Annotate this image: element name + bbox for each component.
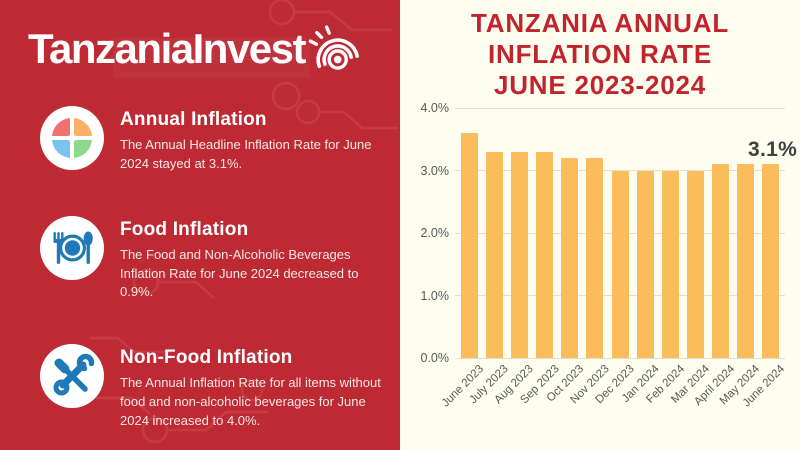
info-item-food-inflation: Food Inflation The Food and Non-Alcoholi…	[40, 215, 385, 303]
left-panel: TanzaniaInvest	[0, 0, 400, 450]
bar	[536, 151, 554, 358]
gridline	[455, 357, 785, 359]
right-panel: TANZANIA ANNUAL INFLATION RATE JUNE 2023…	[400, 0, 800, 450]
bar	[686, 170, 704, 358]
logo-text: TanzaniaInvest	[28, 25, 306, 72]
bar-slot: June 2023	[440, 108, 486, 409]
bar-slot: Sep 2023	[518, 108, 561, 406]
latest-value-annotation: 3.1%	[748, 138, 798, 161]
bar-slot: June 2024	[740, 108, 787, 409]
bar	[736, 164, 754, 358]
bar-slot: Jan 2024	[620, 108, 662, 405]
bar	[486, 151, 504, 358]
bar	[461, 133, 479, 358]
bar-slot: April 2024	[692, 108, 737, 408]
info-item-annual-inflation: Annual Inflation The Annual Headline Inf…	[40, 106, 385, 174]
bars-row: June 2023 July 2023 Aug 2023 Sep 2023 Oct 20…	[440, 108, 787, 409]
bar	[661, 170, 679, 358]
crossed-tools-icon	[40, 344, 104, 409]
y-tick-label: 1.0%	[420, 288, 450, 303]
logo-signal-icon	[308, 25, 359, 70]
bar	[636, 170, 654, 358]
bar	[711, 164, 729, 358]
info-list: Annual Inflation The Annual Headline Inf…	[40, 106, 385, 450]
info-title: Annual Inflation	[120, 109, 267, 130]
y-tick-label: 0.0%	[420, 351, 450, 365]
info-description: The Annual Headline Inflation Rate for J…	[120, 137, 372, 171]
bar	[586, 158, 604, 358]
bar	[761, 164, 779, 358]
bar	[511, 151, 529, 358]
logo: TanzaniaInvest	[28, 25, 365, 78]
pie-chart-icon	[40, 106, 104, 170]
chart-title: TANZANIA ANNUAL INFLATION RATE JUNE 2023…	[471, 8, 729, 101]
info-description: The Food and Non-Alcoholic Beverages Inf…	[120, 246, 359, 300]
bar-slot: July 2023	[468, 108, 511, 406]
bar-slot: Aug 2023	[493, 108, 536, 406]
bar-slot: May 2024	[718, 108, 762, 407]
bar-chart: June 2023 July 2023 Aug 2023 Sep 2023 Oct 20…	[421, 101, 797, 409]
bar	[611, 170, 629, 358]
y-tick-label: 4.0%	[420, 101, 450, 115]
info-title: Non-Food Inflation	[120, 347, 293, 369]
bar-slot: Mar 2024	[669, 108, 712, 406]
bar-slot: Feb 2024	[644, 108, 687, 406]
gridline	[455, 107, 785, 109]
bar-slot: Dec 2023	[593, 108, 637, 406]
info-item-non-food-inflation: Non-Food Inflation The Annual Inflation …	[40, 344, 385, 431]
fork-plate-spoon-icon	[40, 215, 104, 280]
info-description: The Annual Inflation Rate for all items …	[120, 375, 381, 428]
bar	[561, 158, 579, 358]
info-title: Food Inflation	[120, 218, 249, 240]
bar-slot: Oct 2023	[545, 108, 586, 404]
y-tick-label: 2.0%	[420, 226, 450, 240]
y-tick-label: 3.0%	[420, 163, 450, 178]
bar-slot: Nov 2023	[568, 108, 611, 406]
